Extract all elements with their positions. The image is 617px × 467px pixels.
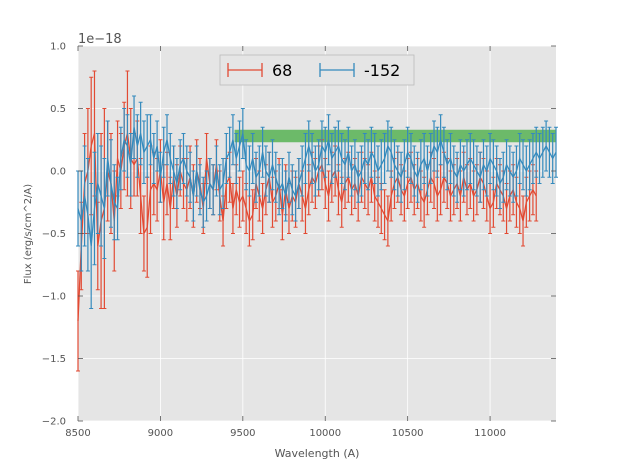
x-axis-label: Wavelength (A) <box>275 447 360 460</box>
x-tick-label: 8500 <box>65 428 90 439</box>
x-tick-label: 9500 <box>230 428 255 439</box>
legend-label: -152 <box>364 61 400 80</box>
x-tick-label: 11000 <box>474 428 506 439</box>
y-tick-label: −2.0 <box>42 417 66 428</box>
legend-label: 68 <box>272 61 292 80</box>
series-2 <box>76 95 558 309</box>
y-tick-label: −1.5 <box>42 354 66 365</box>
y-tick-label: 0.0 <box>50 167 66 178</box>
y-tick-label: 1.0 <box>50 42 66 53</box>
x-tick-label: 9000 <box>148 428 173 439</box>
y-tick-label: −0.5 <box>42 229 66 240</box>
legend-item-2: -152 <box>319 61 400 80</box>
legend-item-1: 68 <box>227 61 292 80</box>
y-offset-label: 1e−18 <box>78 32 122 47</box>
y-tick-label: −1.0 <box>42 292 66 303</box>
legend-items: 68 -152 <box>227 61 400 80</box>
y-axis-label: Flux (erg/s/cm^2/A) <box>23 184 34 284</box>
x-axis-ticks: 8500 9000 9500 10000 10500 11000 <box>65 46 506 439</box>
series-line <box>77 127 557 247</box>
x-tick-label: 10000 <box>309 428 341 439</box>
legend: 68 -152 <box>219 54 415 86</box>
x-tick-label: 10500 <box>392 428 424 439</box>
series-line <box>77 133 537 322</box>
y-tick-label: 0.5 <box>50 104 66 115</box>
y-axis-ticks: −2.0 −1.5 −1.0 −0.5 0.0 0.5 1.0 <box>42 42 556 428</box>
highlight-band <box>234 129 556 143</box>
series-layer <box>76 70 558 372</box>
